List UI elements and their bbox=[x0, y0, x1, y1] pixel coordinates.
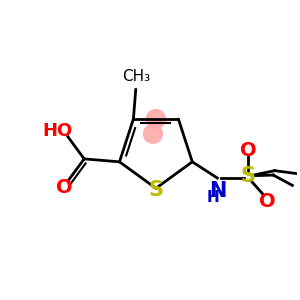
Text: O: O bbox=[56, 178, 73, 197]
Text: S: S bbox=[148, 180, 164, 200]
Text: O: O bbox=[259, 192, 276, 211]
Circle shape bbox=[146, 110, 165, 128]
Text: N: N bbox=[208, 181, 226, 201]
Text: O: O bbox=[240, 141, 256, 160]
Text: H: H bbox=[206, 190, 219, 206]
Circle shape bbox=[143, 124, 162, 143]
Text: HO: HO bbox=[43, 122, 73, 140]
Text: S: S bbox=[241, 166, 256, 186]
Text: CH₃: CH₃ bbox=[122, 69, 150, 84]
